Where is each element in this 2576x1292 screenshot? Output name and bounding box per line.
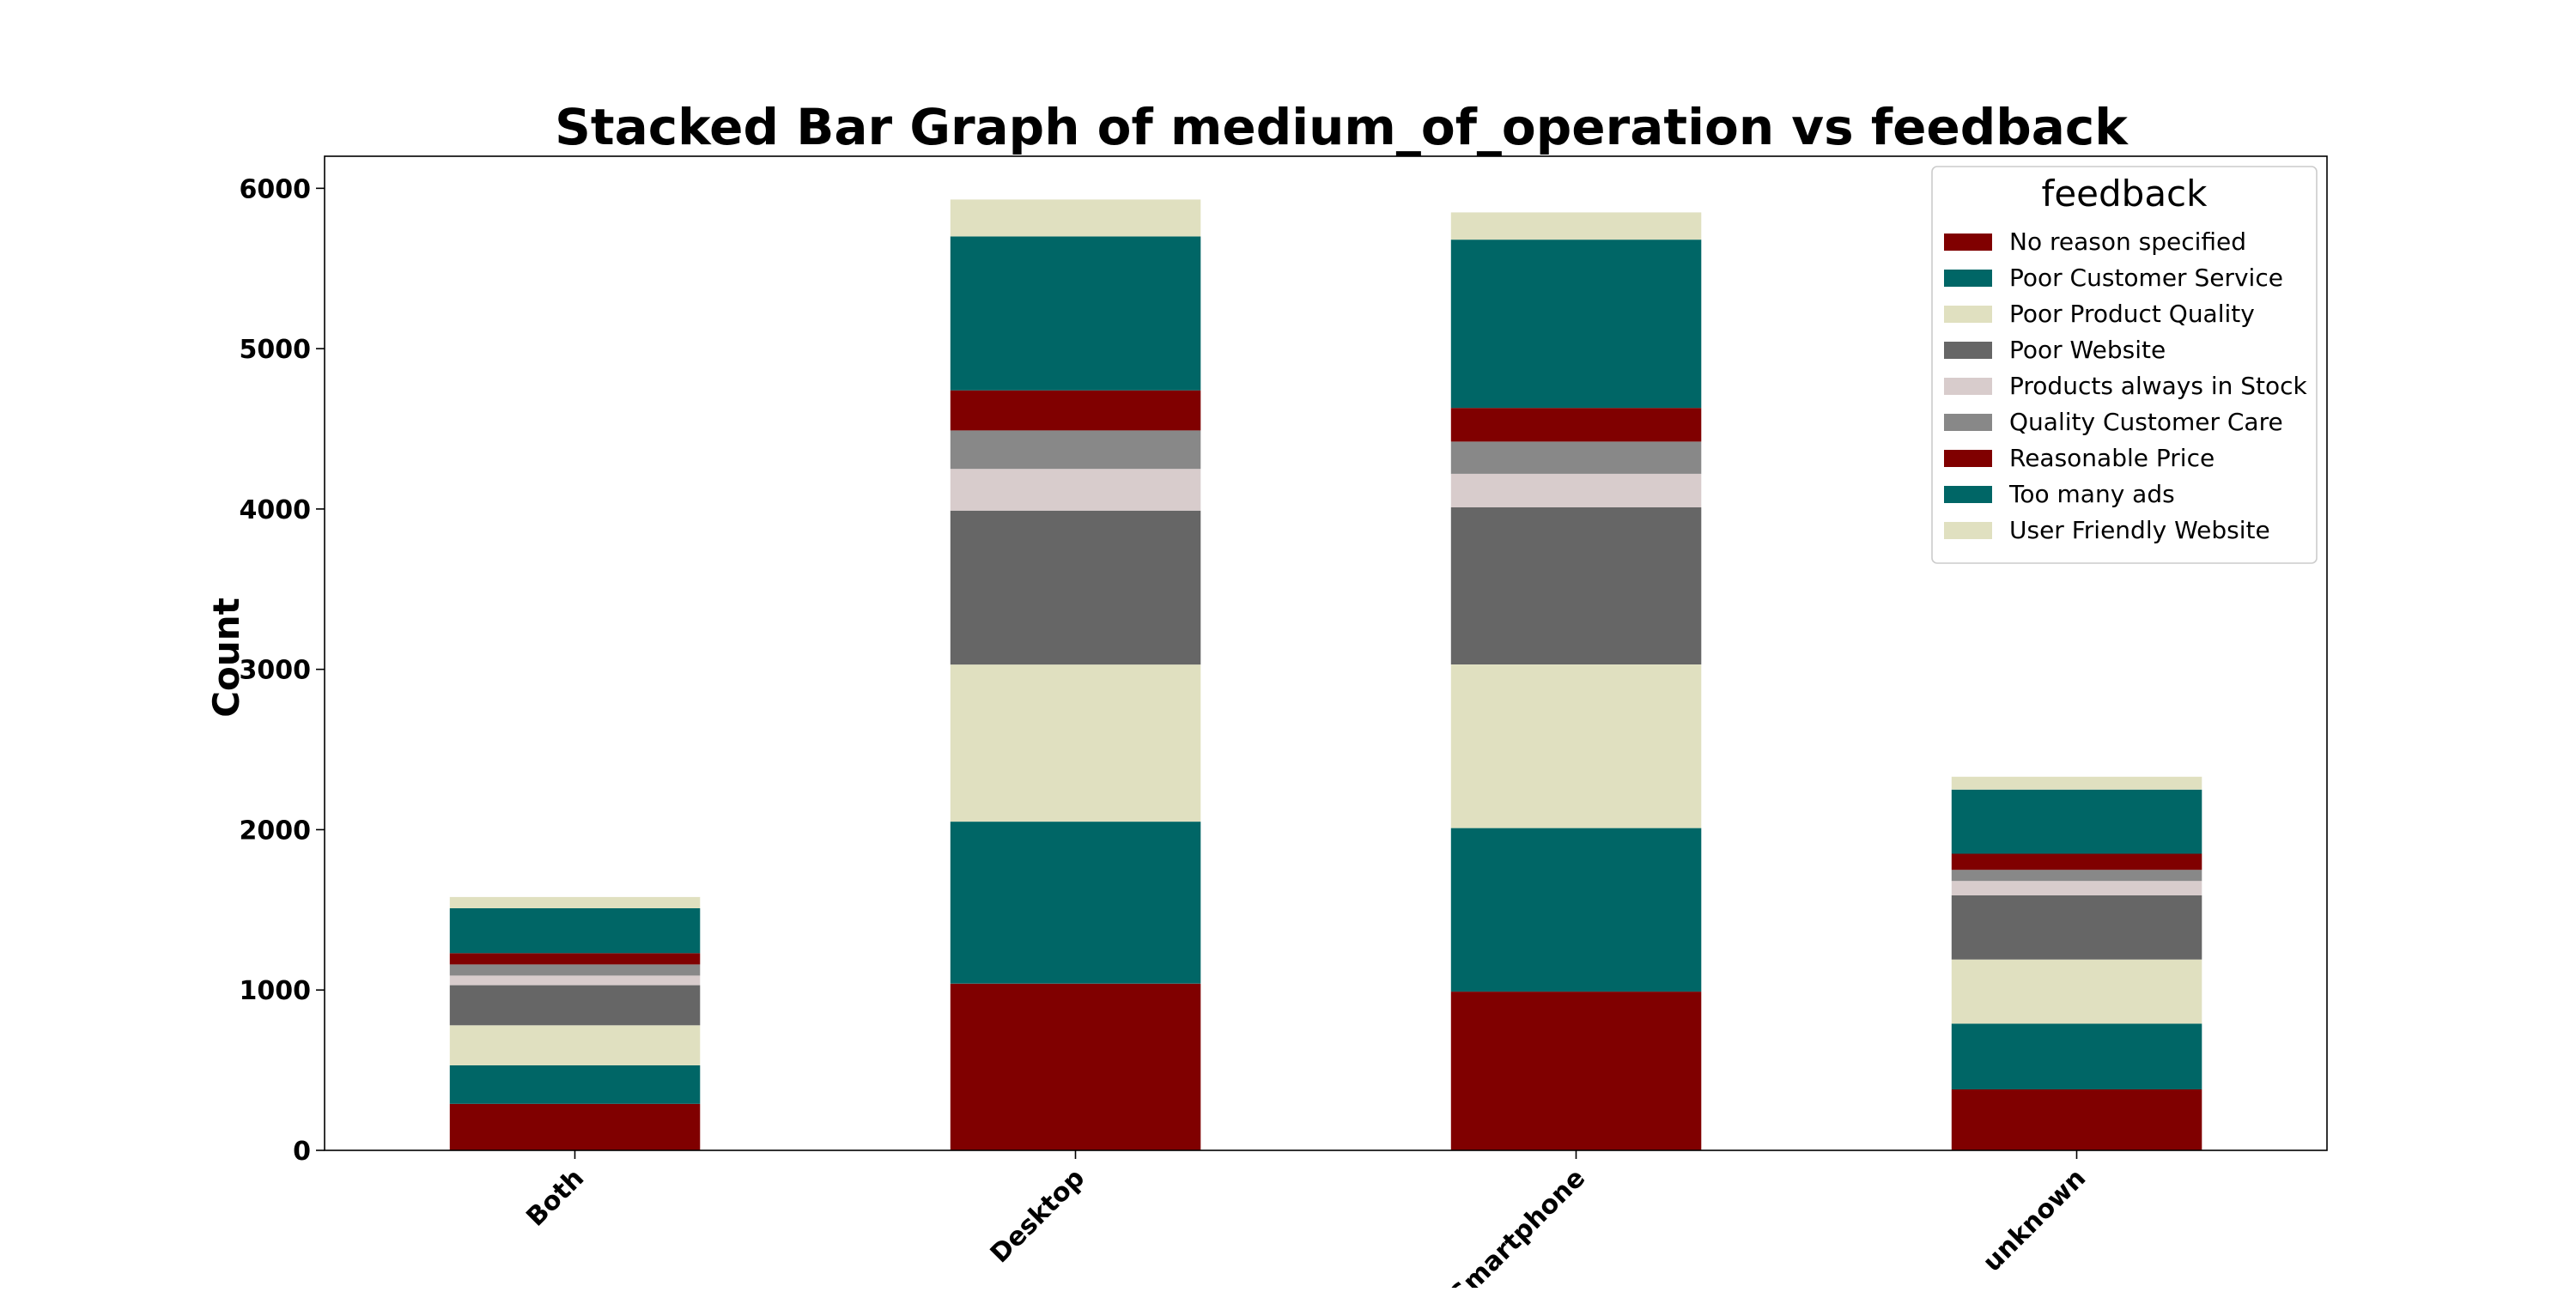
bar-segment [1450, 992, 1702, 1150]
legend-swatch [1944, 234, 1992, 251]
bar-segment [1450, 240, 1702, 409]
bar-segment [950, 822, 1201, 984]
y-tick-label: 0 [293, 1137, 311, 1167]
bar-segment [1450, 212, 1702, 240]
bar-segment [449, 1025, 701, 1065]
legend-label: Quality Customer Care [2009, 408, 2283, 436]
bar-segment [950, 510, 1201, 665]
x-tick-label: Desktop [985, 1163, 1091, 1269]
legend-box [1931, 166, 2318, 564]
plot-frame [324, 155, 2328, 1151]
bar-segment [1951, 789, 2202, 854]
bar-segment [449, 964, 701, 976]
y-tick-label: 6000 [240, 174, 312, 204]
legend-swatch [1944, 486, 1992, 503]
chart-title: Stacked Bar Graph of medium_of_operation… [555, 98, 2129, 156]
bar-segment [1951, 895, 2202, 960]
bar-segment [950, 236, 1201, 391]
y-tick-label: 2000 [240, 816, 312, 846]
bar-segment [449, 985, 701, 1026]
legend-swatch [1944, 270, 1992, 287]
bar-segment [1951, 881, 2202, 895]
bar-segment [1450, 664, 1702, 828]
legend: feedback No reason specified Poor Customer… [1931, 166, 2318, 564]
bar-segment [1450, 408, 1702, 442]
x-tick-label: Both [520, 1163, 590, 1233]
bar-segment [1450, 441, 1702, 474]
legend-label: Products always in Stock [2009, 372, 2308, 400]
bar-segment [1951, 853, 2202, 870]
x-tick-label: Smartphone [1444, 1163, 1591, 1288]
bar-segment [1951, 1089, 2202, 1150]
legend-label: Poor Website [2009, 336, 2166, 364]
legend-label: Reasonable Price [2009, 444, 2215, 472]
legend-swatch [1944, 378, 1992, 395]
y-tick-label: 5000 [240, 335, 312, 365]
bar-segment [1450, 507, 1702, 664]
bar-segment [1951, 1023, 2202, 1089]
bar-segment [950, 983, 1201, 1150]
legend-label: Poor Product Quality [2009, 300, 2255, 328]
bar-segment [1951, 870, 2202, 882]
bar-segment [950, 199, 1201, 237]
bar-segment [1951, 776, 2202, 790]
legend-swatch [1944, 342, 1992, 359]
x-tick-label: unknown [1978, 1163, 2092, 1277]
legend-title: feedback [2042, 173, 2208, 215]
y-tick-label: 3000 [240, 656, 312, 686]
bar-segment [1951, 959, 2202, 1024]
bar-segment [950, 430, 1201, 470]
legend-swatch [1944, 414, 1992, 431]
y-tick-label: 4000 [240, 495, 312, 525]
bar-segment [449, 908, 701, 954]
legend-label: User Friendly Website [2009, 516, 2270, 544]
legend-label: Too many ads [2008, 480, 2175, 508]
legend-swatch [1944, 450, 1992, 467]
y-tick-label: 1000 [240, 976, 312, 1006]
bar-segment [1450, 473, 1702, 507]
bar-segment [950, 469, 1201, 511]
legend-swatch [1944, 522, 1992, 539]
legend-label: Poor Customer Service [2009, 264, 2283, 292]
bars-group [449, 199, 2202, 1150]
bar-segment [449, 1103, 701, 1150]
bar-segment [1450, 828, 1702, 992]
y-axis-label: Count [205, 597, 247, 718]
bar-segment [950, 664, 1201, 822]
bar-segment [449, 896, 701, 908]
bar-segment [449, 953, 701, 965]
bar-segment [449, 975, 701, 986]
bar-segment [449, 1065, 701, 1104]
bar-segment [950, 390, 1201, 431]
legend-swatch [1944, 306, 1992, 323]
legend-label: No reason specified [2009, 227, 2246, 256]
